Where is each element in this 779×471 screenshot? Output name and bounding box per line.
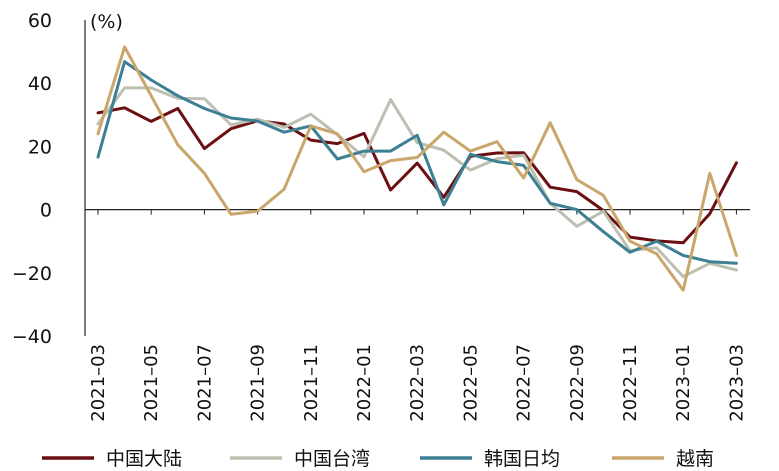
y-tick-label: 0 bbox=[40, 200, 52, 222]
y-tick-label: 60 bbox=[28, 10, 52, 32]
unit-label: (%) bbox=[90, 11, 123, 33]
x-tick-label: 2021–11 bbox=[301, 344, 322, 422]
series-line-3 bbox=[96, 45, 738, 292]
x-tick-label: 2023–01 bbox=[673, 344, 694, 422]
x-tick-label: 2022–07 bbox=[514, 344, 535, 422]
legend-label: 中国大陆 bbox=[106, 448, 182, 470]
legend: 中国大陆 中国台湾 韩国日均 越南 bbox=[42, 448, 714, 470]
zero-line bbox=[85, 209, 750, 215]
legend-label: 中国台湾 bbox=[294, 448, 370, 470]
y-tick-label: 20 bbox=[28, 136, 52, 158]
legend-label: 越南 bbox=[676, 448, 714, 470]
x-tick-label: 2022–11 bbox=[620, 344, 641, 422]
series-line-0 bbox=[96, 106, 738, 245]
y-axis: 60 40 20 0 −20 −40 bbox=[12, 10, 86, 348]
legend-label: 韩国日均 bbox=[484, 448, 560, 470]
y-tick-label: −20 bbox=[12, 263, 52, 285]
x-tick-label: 2021–07 bbox=[194, 344, 215, 422]
x-tick-label: 2022–05 bbox=[460, 344, 481, 422]
series-lines bbox=[96, 45, 738, 292]
y-tick-label: −40 bbox=[12, 326, 52, 348]
x-tick-label: 2021–05 bbox=[141, 344, 162, 422]
x-axis-ticks: 2021–03 2021–05 2021–07 2021–09 2021–11 2022–… bbox=[88, 344, 747, 422]
x-tick-label: 2021–03 bbox=[88, 344, 109, 422]
x-tick-label: 2022–03 bbox=[407, 344, 428, 422]
x-tick-label: 2022–01 bbox=[354, 344, 375, 422]
x-tick-label: 2023–03 bbox=[726, 344, 747, 422]
x-tick-label: 2021–09 bbox=[248, 344, 269, 422]
series-line-2 bbox=[96, 60, 738, 265]
x-tick-label: 2022–09 bbox=[567, 344, 588, 422]
y-tick-label: 40 bbox=[28, 73, 52, 95]
